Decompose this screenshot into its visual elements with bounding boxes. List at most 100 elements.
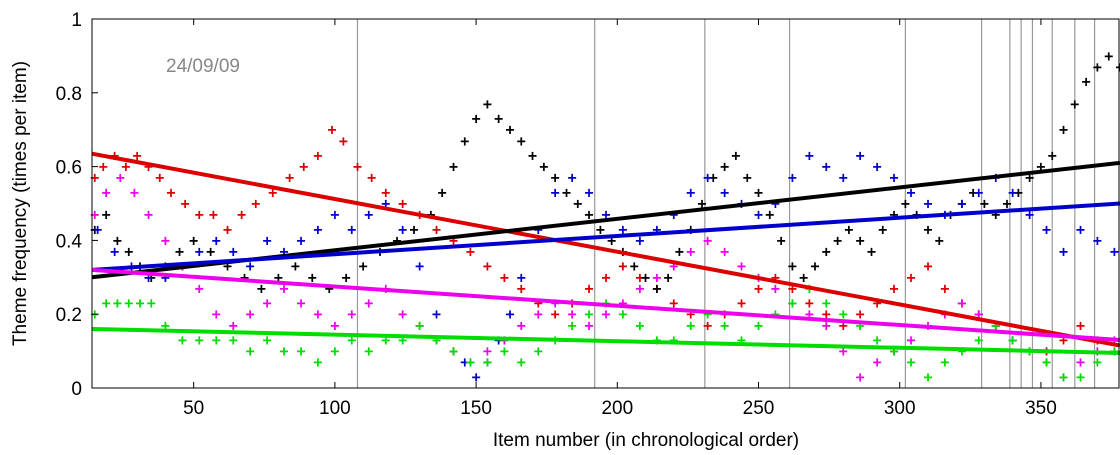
data-point: + bbox=[777, 231, 786, 249]
data-point: + bbox=[212, 331, 221, 349]
data-point: + bbox=[912, 206, 921, 224]
data-point: + bbox=[263, 231, 272, 249]
data-point: + bbox=[906, 331, 915, 349]
x-tick-label: 250 bbox=[743, 398, 775, 419]
data-point: + bbox=[257, 279, 266, 297]
data-point: + bbox=[229, 331, 238, 349]
data-point: + bbox=[856, 231, 865, 249]
data-point: + bbox=[720, 158, 729, 176]
data-point: + bbox=[328, 121, 337, 139]
data-point: + bbox=[551, 183, 560, 201]
data-point: + bbox=[601, 268, 610, 286]
data-point: + bbox=[381, 183, 390, 201]
data-point: + bbox=[652, 279, 661, 297]
data-point: + bbox=[1048, 147, 1057, 165]
data-point: + bbox=[1104, 47, 1113, 65]
data-point: + bbox=[161, 316, 170, 334]
trend-line bbox=[91, 151, 1120, 348]
data-point: + bbox=[483, 95, 492, 113]
data-point: + bbox=[342, 268, 351, 286]
data-point: + bbox=[212, 231, 221, 249]
x-tick-label: 50 bbox=[183, 398, 204, 419]
data-point: + bbox=[195, 279, 204, 297]
data-point: + bbox=[935, 231, 944, 249]
y-tick-label: 0 bbox=[71, 379, 82, 400]
data-point: + bbox=[890, 169, 899, 187]
data-point: + bbox=[133, 147, 142, 165]
y-tick-label: 0.4 bbox=[56, 231, 83, 252]
data-point: + bbox=[788, 279, 797, 297]
x-tick-label: 300 bbox=[884, 398, 916, 419]
data-point: + bbox=[1025, 206, 1034, 224]
data-point: + bbox=[652, 331, 661, 349]
data-point: + bbox=[364, 342, 373, 360]
data-point: + bbox=[974, 331, 983, 349]
data-point: + bbox=[873, 331, 882, 349]
data-point: + bbox=[195, 331, 204, 349]
data-point: + bbox=[731, 147, 740, 165]
data-point: + bbox=[720, 316, 729, 334]
data-point: + bbox=[906, 183, 915, 201]
x-tick-label: 350 bbox=[1025, 398, 1057, 419]
data-point: + bbox=[381, 195, 390, 213]
data-point: + bbox=[1059, 121, 1068, 139]
data-point: + bbox=[906, 268, 915, 286]
data-point: + bbox=[1042, 220, 1051, 238]
data-point: + bbox=[856, 316, 865, 334]
data-point: + bbox=[353, 158, 362, 176]
data-point: + bbox=[415, 257, 424, 275]
data-point: + bbox=[957, 195, 966, 213]
data-point: + bbox=[280, 242, 289, 260]
data-point: + bbox=[1008, 331, 1017, 349]
data-point: + bbox=[618, 305, 627, 323]
data-point: + bbox=[178, 331, 187, 349]
data-point: + bbox=[347, 331, 356, 349]
data-point: + bbox=[635, 268, 644, 286]
data-point: + bbox=[1042, 353, 1051, 371]
data-point: + bbox=[1059, 368, 1068, 386]
data-point: + bbox=[505, 121, 514, 139]
data-point: + bbox=[957, 195, 966, 213]
data-point: + bbox=[974, 305, 983, 323]
data-point: + bbox=[856, 368, 865, 386]
data-point: + bbox=[1076, 316, 1085, 334]
data-point: + bbox=[873, 353, 882, 371]
data-point: + bbox=[878, 220, 887, 238]
data-point: + bbox=[161, 268, 170, 286]
data-point: + bbox=[144, 158, 153, 176]
data-point: + bbox=[124, 242, 133, 260]
data-point: + bbox=[167, 183, 176, 201]
y-tick-label: 1 bbox=[71, 10, 82, 31]
data-point: + bbox=[472, 368, 481, 386]
data-point: + bbox=[330, 342, 339, 360]
data-point: + bbox=[635, 316, 644, 334]
data-point: + bbox=[339, 132, 348, 150]
data-point: + bbox=[147, 268, 156, 286]
data-point: + bbox=[113, 231, 122, 249]
data-point: + bbox=[1003, 195, 1012, 213]
data-point: + bbox=[263, 331, 272, 349]
data-point: + bbox=[99, 158, 108, 176]
data-point: + bbox=[675, 242, 684, 260]
data-point: + bbox=[517, 353, 526, 371]
data-point: + bbox=[517, 279, 526, 297]
data-point: + bbox=[568, 169, 577, 187]
data-point: + bbox=[517, 132, 526, 150]
data-point: + bbox=[1076, 368, 1085, 386]
data-point: + bbox=[426, 206, 435, 224]
data-point: + bbox=[641, 268, 650, 286]
data-point: + bbox=[703, 169, 712, 187]
data-markers: + + + + + + + + + + + + + + + + + + + + + + + + + + + + + + + + + + + + + + + +… bbox=[90, 47, 1120, 386]
data-point: + bbox=[110, 242, 119, 260]
data-point: + bbox=[1008, 331, 1017, 349]
data-point: + bbox=[367, 169, 376, 187]
y-axis-ticks: 0 0.2 0.4 0.6 0.8 1 bbox=[56, 10, 98, 400]
data-point: + bbox=[799, 268, 808, 286]
trend-line bbox=[91, 326, 1120, 355]
data-point: + bbox=[551, 305, 560, 323]
data-point: + bbox=[822, 242, 831, 260]
data-point: + bbox=[1059, 331, 1068, 349]
data-point: + bbox=[664, 268, 673, 286]
y-tick-label: 0.6 bbox=[56, 158, 82, 179]
data-point: + bbox=[466, 242, 475, 260]
